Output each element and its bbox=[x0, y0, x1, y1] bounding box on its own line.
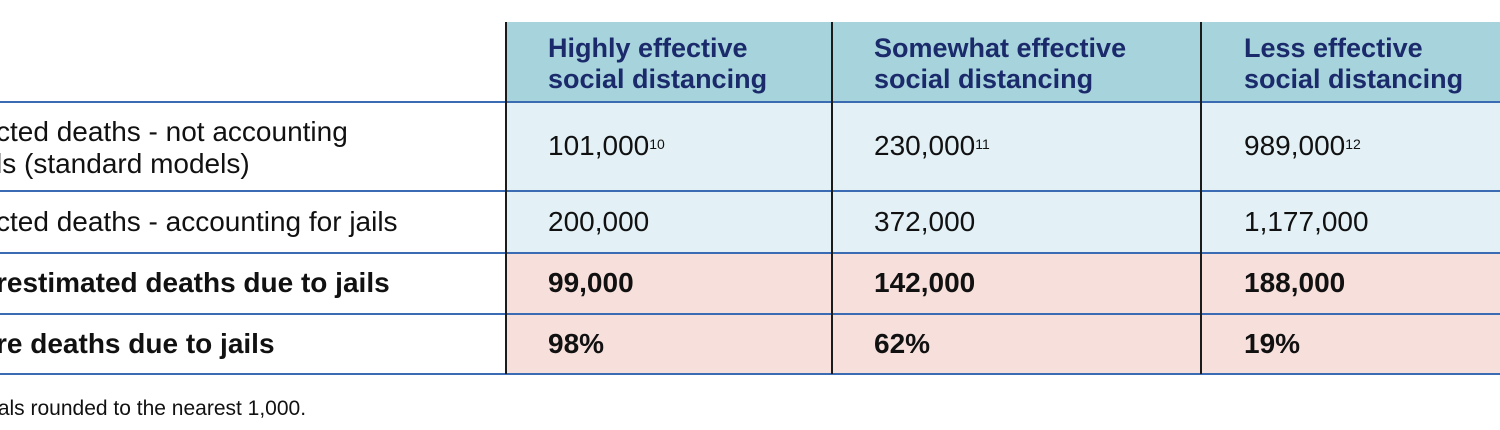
row-label-line: restimated deaths due to jails bbox=[0, 267, 390, 298]
column-header-line: social distancing bbox=[874, 64, 1094, 94]
table-cell: 230,00011 bbox=[874, 130, 990, 162]
cell-value: 372,000 bbox=[874, 206, 976, 237]
table-cell: 1,177,000 bbox=[1244, 206, 1369, 238]
row-background-3 bbox=[507, 254, 1500, 313]
cell-value: 99,000 bbox=[548, 267, 634, 298]
row-background-2 bbox=[507, 192, 1500, 252]
row-label-accounting-for-jails: cted deaths - accounting for jails bbox=[0, 206, 398, 238]
table-cell: 989,00012 bbox=[1244, 130, 1361, 162]
cell-value: 98% bbox=[548, 328, 605, 359]
cell-value: 200,000 bbox=[548, 206, 650, 237]
row-background-4 bbox=[507, 315, 1500, 373]
column-header-somewhat-effective: Somewhat effective social distancing bbox=[874, 33, 1126, 95]
row-label-underestimated-deaths: restimated deaths due to jails bbox=[0, 267, 390, 299]
table-cell: 62% bbox=[874, 328, 930, 360]
column-header-line: Highly effective bbox=[548, 33, 748, 63]
table-cell: 142,000 bbox=[874, 267, 975, 299]
cell-value: 142,000 bbox=[874, 267, 976, 298]
column-header-line: social distancing bbox=[1244, 64, 1464, 94]
footnote-ref: 10 bbox=[649, 136, 665, 152]
column-header-line: social distancing bbox=[548, 64, 768, 94]
column-header-line: Less effective bbox=[1244, 33, 1423, 63]
table-cell: 98% bbox=[548, 328, 604, 360]
row-background-1 bbox=[507, 102, 1500, 190]
row-label-line: ls (standard models) bbox=[0, 148, 250, 179]
table-cell: 101,00010 bbox=[548, 130, 665, 162]
table-cell: 99,000 bbox=[548, 267, 634, 299]
row-divider bbox=[0, 313, 1500, 315]
cell-value: 230,000 bbox=[874, 130, 976, 161]
footnote-ref: 11 bbox=[975, 136, 990, 152]
table-cell: 200,000 bbox=[548, 206, 649, 238]
table-cell: 372,000 bbox=[874, 206, 975, 238]
column-header-less-effective: Less effective social distancing bbox=[1244, 33, 1463, 95]
row-label-standard-models: cted deaths - not accounting ls (standar… bbox=[0, 116, 348, 180]
row-divider bbox=[0, 190, 1500, 192]
table-cell: 188,000 bbox=[1244, 267, 1345, 299]
column-divider bbox=[505, 22, 507, 374]
column-divider bbox=[831, 22, 833, 374]
row-label-line: cted deaths - not accounting bbox=[0, 116, 348, 147]
footnote-ref: 12 bbox=[1345, 136, 1361, 152]
row-label-line: re deaths due to jails bbox=[0, 328, 275, 359]
column-header-band bbox=[507, 22, 1500, 102]
row-divider bbox=[0, 101, 1500, 103]
row-divider bbox=[0, 252, 1500, 254]
row-divider bbox=[0, 373, 1500, 375]
cell-value: 19% bbox=[1244, 328, 1301, 359]
cell-value: 188,000 bbox=[1244, 267, 1346, 298]
cell-value: 1,177,000 bbox=[1244, 206, 1369, 237]
table-footnote: tals rounded to the nearest 1,000. bbox=[0, 397, 307, 420]
column-header-highly-effective: Highly effective social distancing bbox=[548, 33, 767, 95]
column-header-line: Somewhat effective bbox=[874, 33, 1127, 63]
table-cell: 19% bbox=[1244, 328, 1300, 360]
row-label-line: cted deaths - accounting for jails bbox=[0, 206, 398, 237]
row-label-percent-more-deaths: re deaths due to jails bbox=[0, 328, 275, 360]
column-divider bbox=[1200, 22, 1202, 374]
cell-value: 62% bbox=[874, 328, 931, 359]
cell-value: 989,000 bbox=[1244, 130, 1346, 161]
cell-value: 101,000 bbox=[548, 130, 650, 161]
